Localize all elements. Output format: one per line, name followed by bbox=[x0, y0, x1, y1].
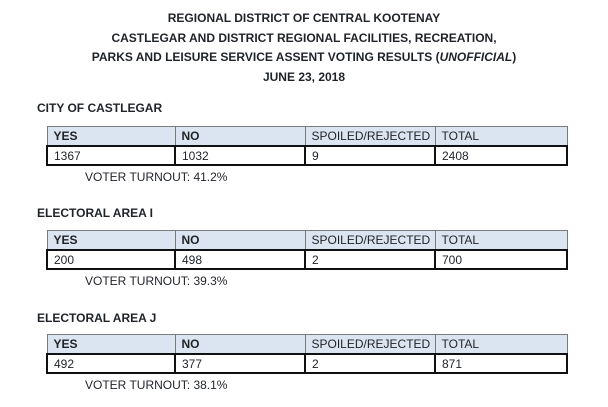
col-header-total: TOTAL bbox=[434, 126, 568, 147]
cell-no: 498 bbox=[174, 249, 306, 270]
document-header: REGIONAL DISTRICT OF CENTRAL KOOTENAY CA… bbox=[0, 9, 608, 87]
col-header-total: TOTAL bbox=[434, 230, 568, 251]
cell-total: 700 bbox=[434, 249, 568, 270]
cell-spoiled: 2 bbox=[304, 353, 436, 374]
results-table-area-j: YES NO SPOILED/REJECTED TOTAL 492 377 2 … bbox=[46, 334, 568, 374]
results-table-castlegar: YES NO SPOILED/REJECTED TOTAL 1367 1032 … bbox=[46, 126, 568, 166]
table-header-row: YES NO SPOILED/REJECTED TOTAL bbox=[46, 334, 568, 355]
cell-yes: 492 bbox=[46, 353, 176, 374]
cell-spoiled: 2 bbox=[304, 249, 436, 270]
cell-total: 871 bbox=[434, 353, 568, 374]
table-header-row: YES NO SPOILED/REJECTED TOTAL bbox=[46, 230, 568, 251]
cell-yes: 200 bbox=[46, 249, 176, 270]
header-date: JUNE 23, 2018 bbox=[262, 69, 346, 84]
col-header-no: NO bbox=[174, 334, 306, 355]
voter-turnout-area-i: VOTER TURNOUT: 39.3% bbox=[85, 274, 228, 288]
col-header-no: NO bbox=[174, 126, 306, 147]
section-title-area-i: ELECTORAL AREA I bbox=[37, 206, 154, 220]
header-line-service-2-close: ) bbox=[512, 50, 517, 64]
table-row: 200 498 2 700 bbox=[46, 249, 568, 270]
header-line-service-1: CASTLEGAR AND DISTRICT REGIONAL FACILITI… bbox=[111, 30, 497, 45]
cell-spoiled: 9 bbox=[304, 145, 436, 166]
cell-no: 1032 bbox=[174, 145, 306, 166]
unofficial-label: UNOFFICIAL bbox=[439, 50, 513, 64]
section-title-area-j: ELECTORAL AREA J bbox=[37, 311, 157, 325]
cell-no: 377 bbox=[174, 353, 306, 374]
col-header-spoiled: SPOILED/REJECTED bbox=[304, 126, 436, 147]
cell-total: 2408 bbox=[434, 145, 568, 166]
cell-yes: 1367 bbox=[46, 145, 176, 166]
table-header-row: YES NO SPOILED/REJECTED TOTAL bbox=[46, 126, 568, 147]
col-header-spoiled: SPOILED/REJECTED bbox=[304, 334, 436, 355]
col-header-yes: YES bbox=[46, 230, 176, 251]
voter-turnout-castlegar: VOTER TURNOUT: 41.2% bbox=[85, 170, 228, 184]
header-line-organization: REGIONAL DISTRICT OF CENTRAL KOOTENAY bbox=[167, 11, 441, 25]
table-row: 1367 1032 9 2408 bbox=[46, 145, 568, 166]
col-header-no: NO bbox=[174, 230, 306, 251]
col-header-yes: YES bbox=[46, 334, 176, 355]
voter-turnout-area-j: VOTER TURNOUT: 38.1% bbox=[85, 378, 228, 392]
table-row: 492 377 2 871 bbox=[46, 353, 568, 374]
col-header-total: TOTAL bbox=[434, 334, 568, 355]
section-title-castlegar: CITY OF CASTLEGAR bbox=[37, 101, 163, 115]
header-line-service-2: PARKS AND LEISURE SERVICE ASSENT VOTING … bbox=[0, 48, 608, 68]
col-header-spoiled: SPOILED/REJECTED bbox=[304, 230, 436, 251]
header-line-service-2-text: PARKS AND LEISURE SERVICE ASSENT VOTING … bbox=[91, 50, 440, 64]
col-header-yes: YES bbox=[46, 126, 176, 147]
results-table-area-i: YES NO SPOILED/REJECTED TOTAL 200 498 2 … bbox=[46, 230, 568, 270]
